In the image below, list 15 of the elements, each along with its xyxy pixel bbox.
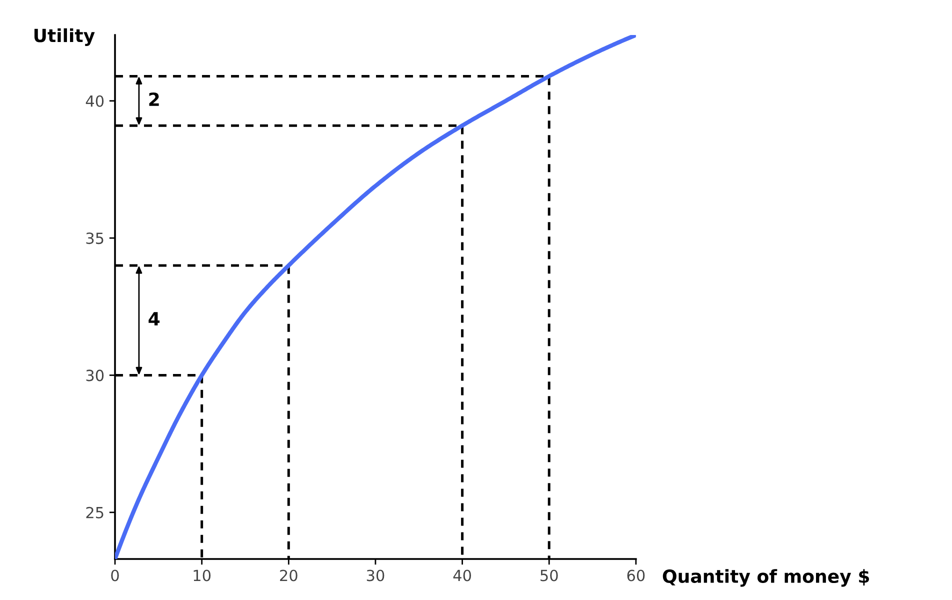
y-tick-label: 40 <box>86 95 104 107</box>
x-tick-label: 30 <box>366 570 384 582</box>
x-tick-label: 0 <box>111 570 119 582</box>
x-tick-label: 20 <box>280 570 298 582</box>
x-tick-label: 40 <box>453 570 471 582</box>
x-axis-title: Quantity of money $ <box>662 569 869 587</box>
x-tick-label: 60 <box>627 570 645 582</box>
x-tick-label: 50 <box>540 570 558 582</box>
y-tick-label: 25 <box>86 506 104 518</box>
y-tick-label: 30 <box>86 370 104 382</box>
annotation: 2 <box>149 92 159 106</box>
x-tick-label: 10 <box>194 570 211 582</box>
annotation: 4 <box>148 312 160 326</box>
y-tick-label: 35 <box>86 232 104 244</box>
y-axis-title: Utility <box>34 28 95 46</box>
